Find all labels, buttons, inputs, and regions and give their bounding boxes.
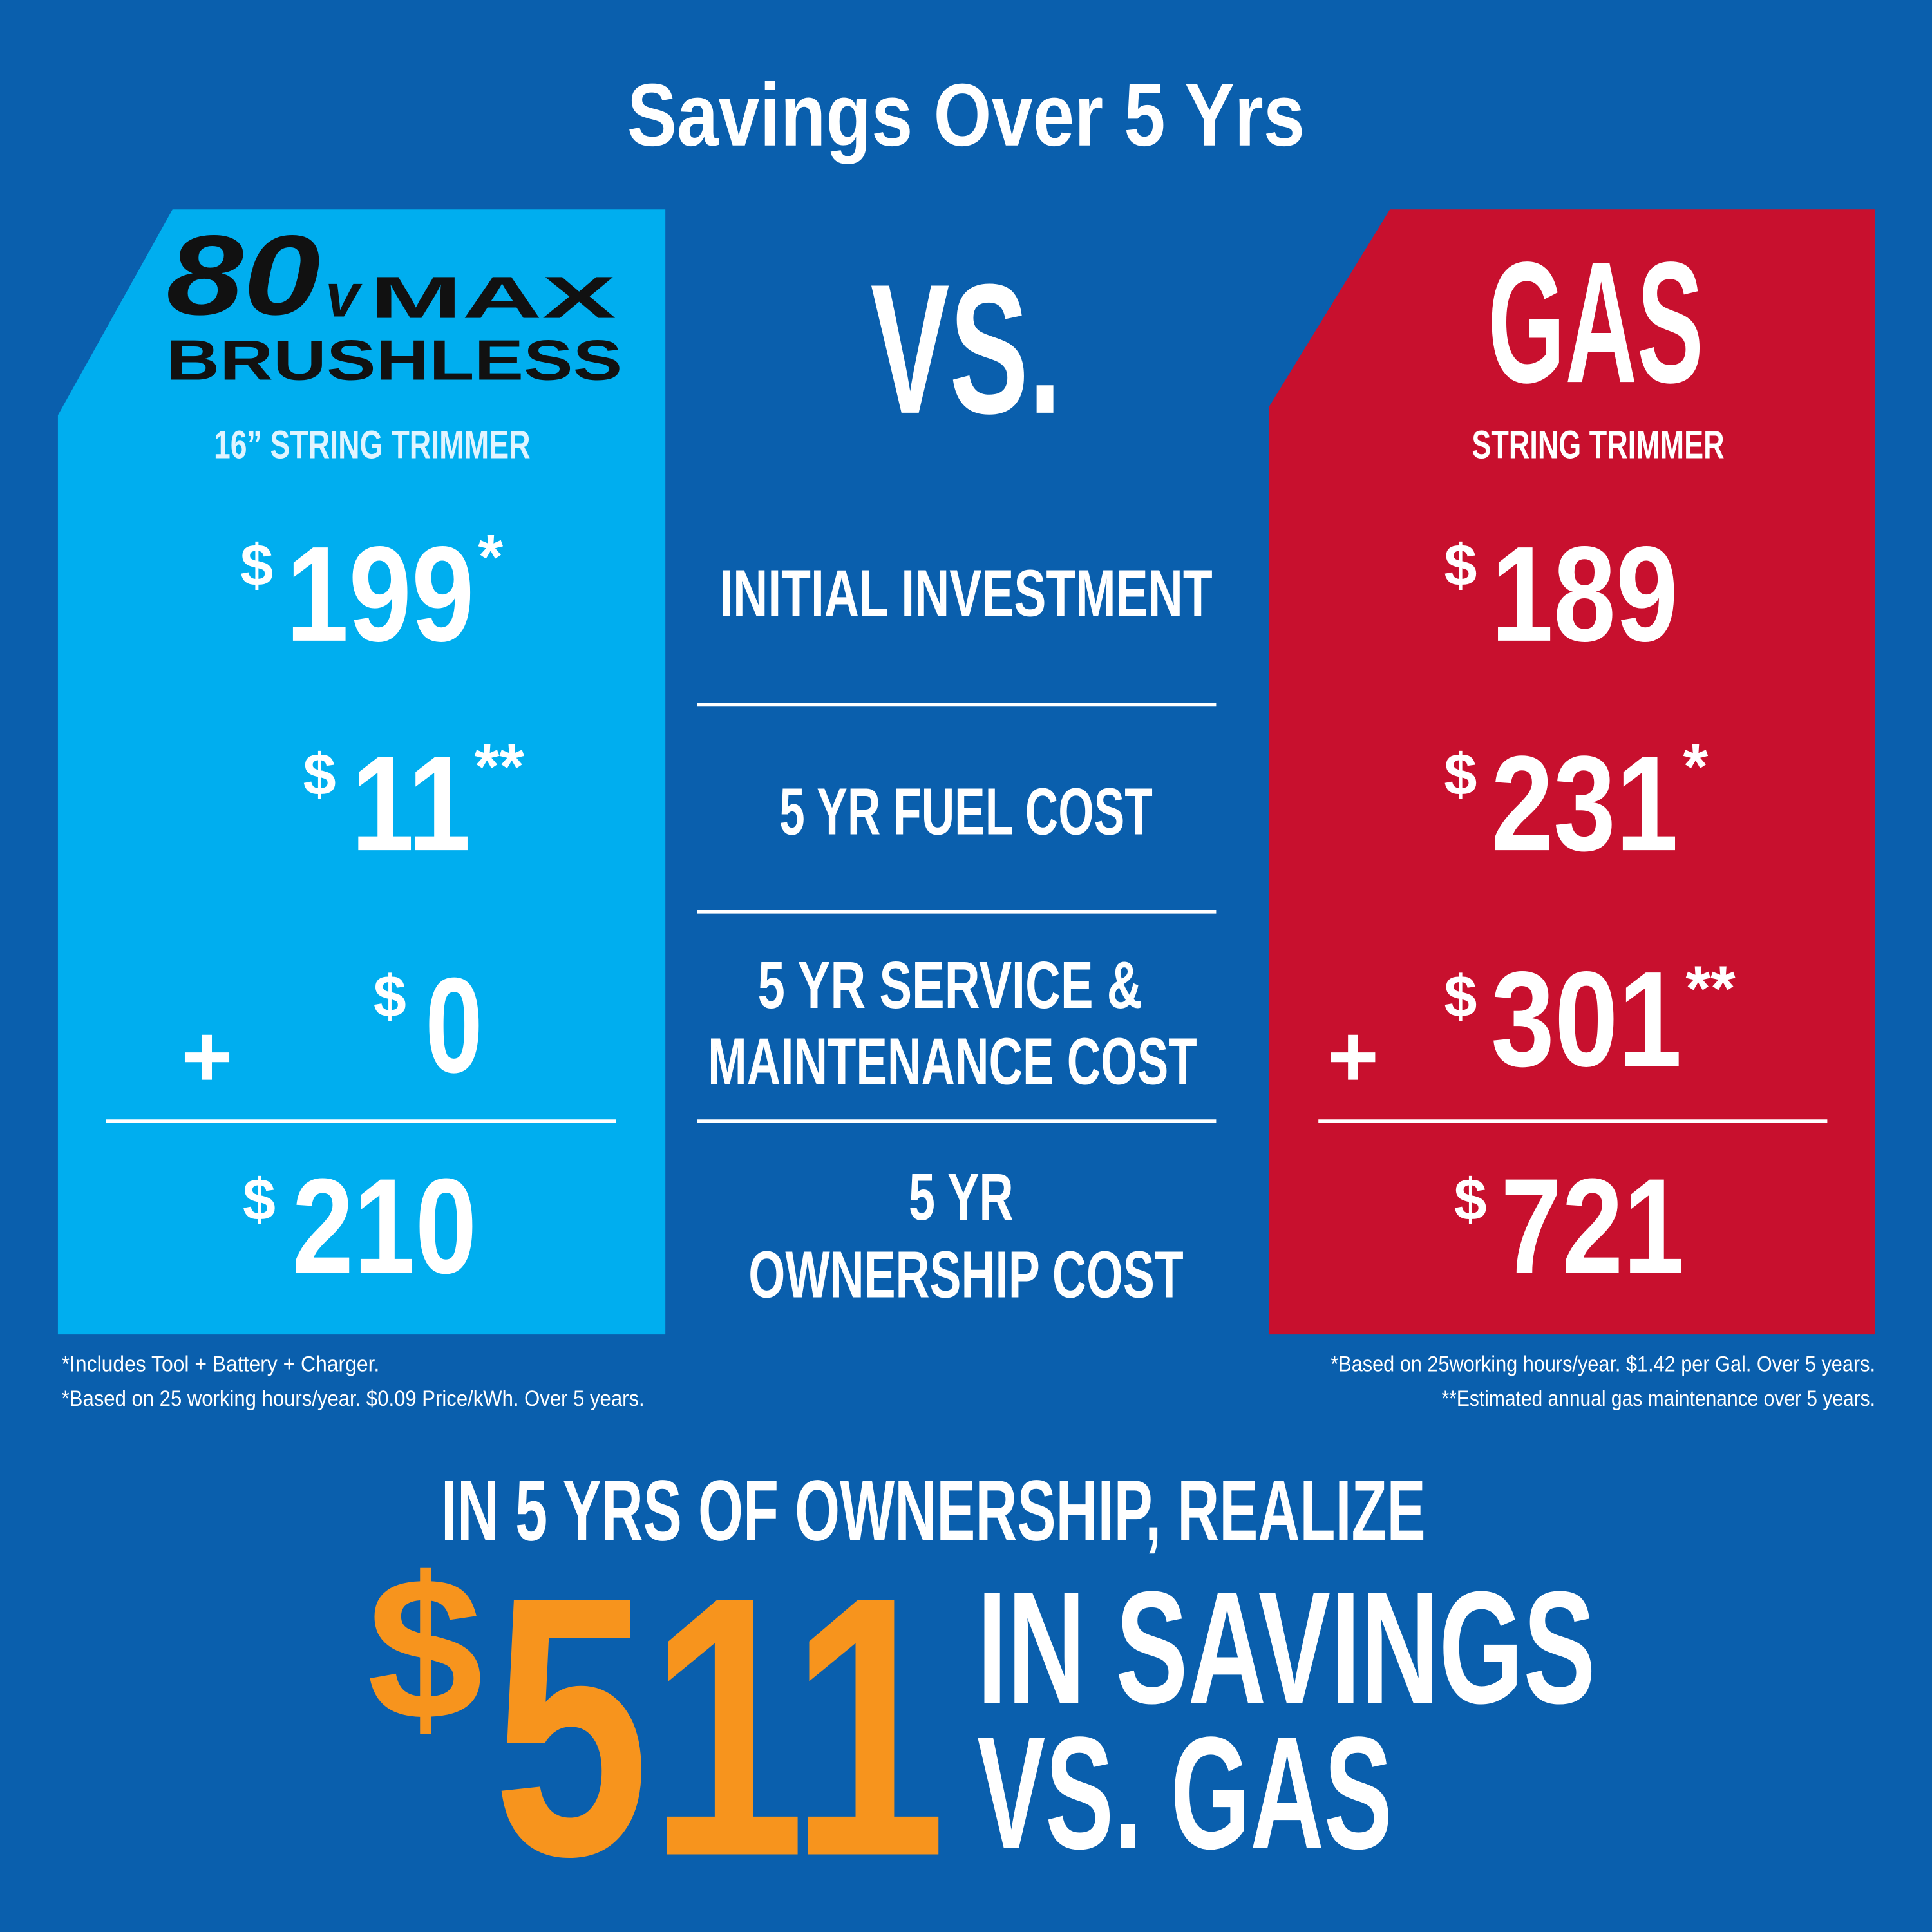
gas-panel bbox=[1269, 209, 1875, 1335]
cost-note: ** bbox=[1685, 953, 1736, 1025]
currency: $ bbox=[374, 963, 406, 1029]
footnote: **Estimated annual gas maintenance over … bbox=[1442, 1387, 1875, 1411]
currency: $ bbox=[240, 533, 273, 598]
cost-amount: 11 bbox=[351, 727, 471, 879]
electric-panel bbox=[57, 209, 666, 1335]
logo-number: 80 bbox=[166, 213, 320, 339]
summary-currency: $ bbox=[367, 1535, 483, 1762]
logo-unit: v bbox=[325, 261, 363, 330]
total-amount: 721 bbox=[1501, 1150, 1684, 1302]
cost-amount: 231 bbox=[1491, 727, 1678, 879]
footnote: *Includes Tool + Battery + Charger. bbox=[62, 1352, 380, 1376]
gas-name: GAS bbox=[1488, 226, 1703, 419]
row-label: MAINTENANCE COST bbox=[708, 1024, 1197, 1099]
electric-product: 16” STRING TRIMMER bbox=[214, 423, 531, 467]
cost-amount: 301 bbox=[1491, 943, 1682, 1095]
currency: $ bbox=[1444, 963, 1477, 1029]
row-label: INITIAL INVESTMENT bbox=[719, 556, 1212, 630]
logo-line2: BRUSHLESS bbox=[166, 328, 622, 392]
currency: $ bbox=[243, 1167, 276, 1233]
cost-amount: 189 bbox=[1491, 518, 1678, 670]
vs: VS. bbox=[871, 245, 1062, 452]
cost-amount: 199 bbox=[286, 518, 475, 670]
total-label: 5 YR bbox=[909, 1159, 1014, 1234]
summary-text: VS. GAS bbox=[977, 1703, 1392, 1882]
footnote: *Based on 25working hours/year. $1.42 pe… bbox=[1331, 1352, 1875, 1376]
cost-note: * bbox=[478, 522, 503, 593]
gas-product: STRING TRIMMER bbox=[1472, 423, 1724, 467]
summary-text: IN SAVINGS bbox=[977, 1558, 1595, 1737]
row-label: 5 YR SERVICE & bbox=[758, 947, 1142, 1022]
cost-amount: 0 bbox=[425, 949, 483, 1101]
currency: $ bbox=[1444, 742, 1477, 808]
plus: + bbox=[181, 1007, 232, 1106]
logo-name: MAX bbox=[370, 265, 616, 331]
summary-amount: 511 bbox=[493, 1519, 946, 1932]
summary-intro: IN 5 YRS OF OWNERSHIP, REALIZE bbox=[441, 1463, 1426, 1559]
currency: $ bbox=[303, 742, 336, 808]
currency: $ bbox=[1444, 533, 1477, 598]
cost-note: * bbox=[1683, 731, 1709, 802]
total-label: OWNERSHIP COST bbox=[748, 1237, 1183, 1312]
total-amount: 210 bbox=[292, 1150, 477, 1302]
footnote: *Based on 25 working hours/year. $0.09 P… bbox=[62, 1387, 645, 1411]
plus: + bbox=[1327, 1007, 1379, 1106]
row-label: 5 YR FUEL COST bbox=[779, 773, 1153, 848]
cost-note: ** bbox=[475, 731, 525, 802]
currency: $ bbox=[1454, 1167, 1487, 1233]
title: Savings Over 5 Yrs bbox=[627, 66, 1305, 165]
